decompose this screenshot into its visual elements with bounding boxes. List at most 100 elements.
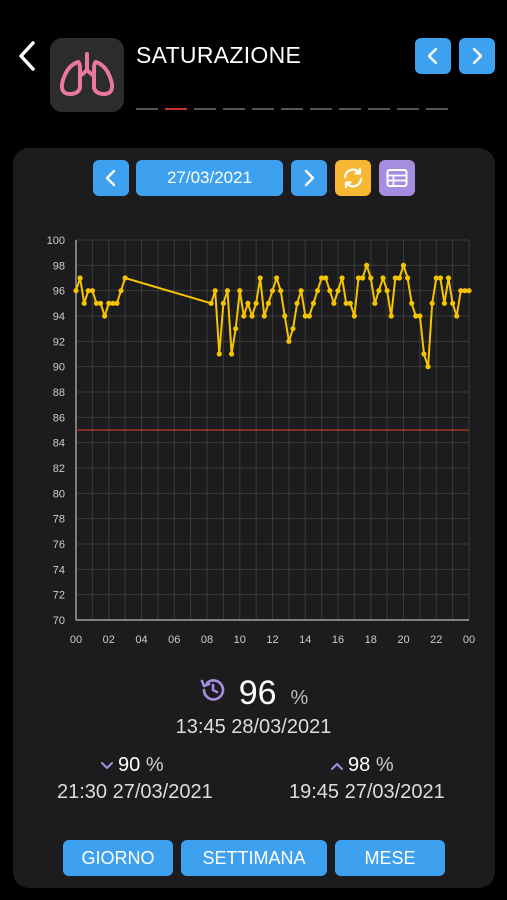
- data-point: [298, 288, 304, 294]
- page-dot: [426, 108, 448, 110]
- data-point: [376, 288, 382, 294]
- data-point: [294, 300, 300, 306]
- data-point: [327, 288, 333, 294]
- y-tick-label: 72: [53, 590, 65, 602]
- data-point: [118, 288, 124, 294]
- data-point: [355, 275, 362, 281]
- tab-day[interactable]: GIORNO: [63, 840, 173, 876]
- data-point: [233, 326, 239, 332]
- latest-unit: %: [290, 687, 309, 709]
- back-button[interactable]: [12, 36, 42, 76]
- data-point: [343, 300, 349, 306]
- data-point: [269, 288, 276, 294]
- max-time: 19:45 27/03/2021: [289, 781, 445, 803]
- page-dot: [281, 108, 303, 110]
- data-point: [421, 351, 427, 357]
- data-point: [359, 275, 366, 281]
- page-dot: [136, 108, 158, 110]
- data-point: [93, 300, 100, 306]
- data-point: [249, 313, 255, 319]
- y-tick-label: 84: [53, 438, 65, 450]
- x-tick-label: 00: [70, 634, 82, 646]
- data-point: [81, 300, 87, 306]
- previous-date-button[interactable]: [93, 160, 129, 196]
- min-reading: 90 %: [100, 754, 164, 777]
- data-point: [212, 288, 218, 294]
- chevron-right-icon: [304, 169, 315, 187]
- max-reading: 98 %: [330, 754, 394, 777]
- page-dot: [339, 108, 361, 110]
- data-point: [396, 275, 403, 281]
- y-tick-label: 88: [53, 387, 65, 399]
- data-point: [97, 300, 104, 306]
- data-point: [241, 313, 247, 319]
- page-dot: [223, 108, 245, 110]
- data-point: [368, 275, 374, 281]
- data-point: [323, 275, 329, 281]
- data-point: [335, 288, 341, 294]
- page-dot-active: [165, 108, 187, 110]
- data-point: [282, 313, 288, 319]
- max-unit: %: [375, 754, 394, 776]
- data-point: [208, 300, 214, 306]
- data-point: [413, 313, 419, 319]
- data-point: [384, 288, 390, 294]
- data-point: [290, 326, 296, 332]
- table-view-button[interactable]: [379, 160, 415, 196]
- data-point: [253, 300, 259, 306]
- data-point: [73, 288, 79, 294]
- next-page-button[interactable]: [459, 38, 495, 74]
- y-tick-label: 92: [53, 336, 65, 348]
- x-tick-label: 04: [135, 634, 147, 646]
- data-point: [450, 300, 456, 306]
- previous-page-button[interactable]: [415, 38, 451, 74]
- page-dot: [194, 108, 216, 110]
- chevron-down-icon: [101, 762, 113, 769]
- data-point: [319, 275, 325, 281]
- page-title: SATURAZIONE: [136, 42, 302, 68]
- latest-time: 13:45 28/03/2021: [175, 716, 332, 738]
- data-point: [257, 275, 263, 281]
- data-point: [351, 313, 357, 319]
- y-tick-label: 74: [53, 564, 65, 576]
- data-point: [392, 275, 398, 281]
- data-point: [77, 275, 83, 281]
- data-point: [265, 300, 272, 306]
- date-selector[interactable]: 27/03/2021: [136, 160, 283, 196]
- history-icon: [200, 679, 224, 701]
- y-tick-label: 80: [53, 488, 65, 500]
- min-time: 21:30 27/03/2021: [57, 781, 213, 803]
- latest-value: 96: [238, 674, 277, 712]
- data-point: [102, 313, 108, 319]
- lungs-icon: [59, 52, 115, 96]
- min-unit: %: [145, 754, 164, 776]
- data-point: [302, 313, 308, 319]
- x-tick-label: 02: [103, 634, 115, 646]
- data-point: [409, 300, 415, 306]
- data-point: [245, 300, 251, 306]
- data-point: [85, 288, 91, 294]
- tab-week[interactable]: SETTIMANA: [181, 840, 327, 876]
- data-point: [462, 288, 468, 294]
- data-point: [122, 275, 128, 281]
- y-tick-label: 82: [53, 463, 65, 475]
- page-dot: [368, 108, 390, 110]
- next-date-button[interactable]: [291, 160, 327, 196]
- x-tick-label: 08: [201, 634, 213, 646]
- refresh-button[interactable]: [335, 160, 371, 196]
- tab-month[interactable]: MESE: [335, 840, 445, 876]
- chevron-left-icon: [19, 41, 35, 71]
- saturation-chart: 70 72 74 76 78 80 82 84 86 88 90 92 94 96 98 100 00 02 04…: [47, 235, 475, 646]
- data-point: [114, 300, 120, 306]
- data-point: [388, 313, 394, 319]
- data-point: [237, 288, 243, 294]
- data-point: [445, 275, 452, 281]
- min-value: 90: [118, 754, 141, 776]
- chevron-up-icon: [331, 763, 343, 770]
- data-point: [314, 288, 321, 294]
- y-tick-label: 90: [53, 362, 65, 374]
- data-point: [400, 262, 407, 268]
- data-point: [89, 288, 95, 294]
- data-point: [364, 262, 370, 268]
- y-tick-label: 86: [53, 412, 65, 424]
